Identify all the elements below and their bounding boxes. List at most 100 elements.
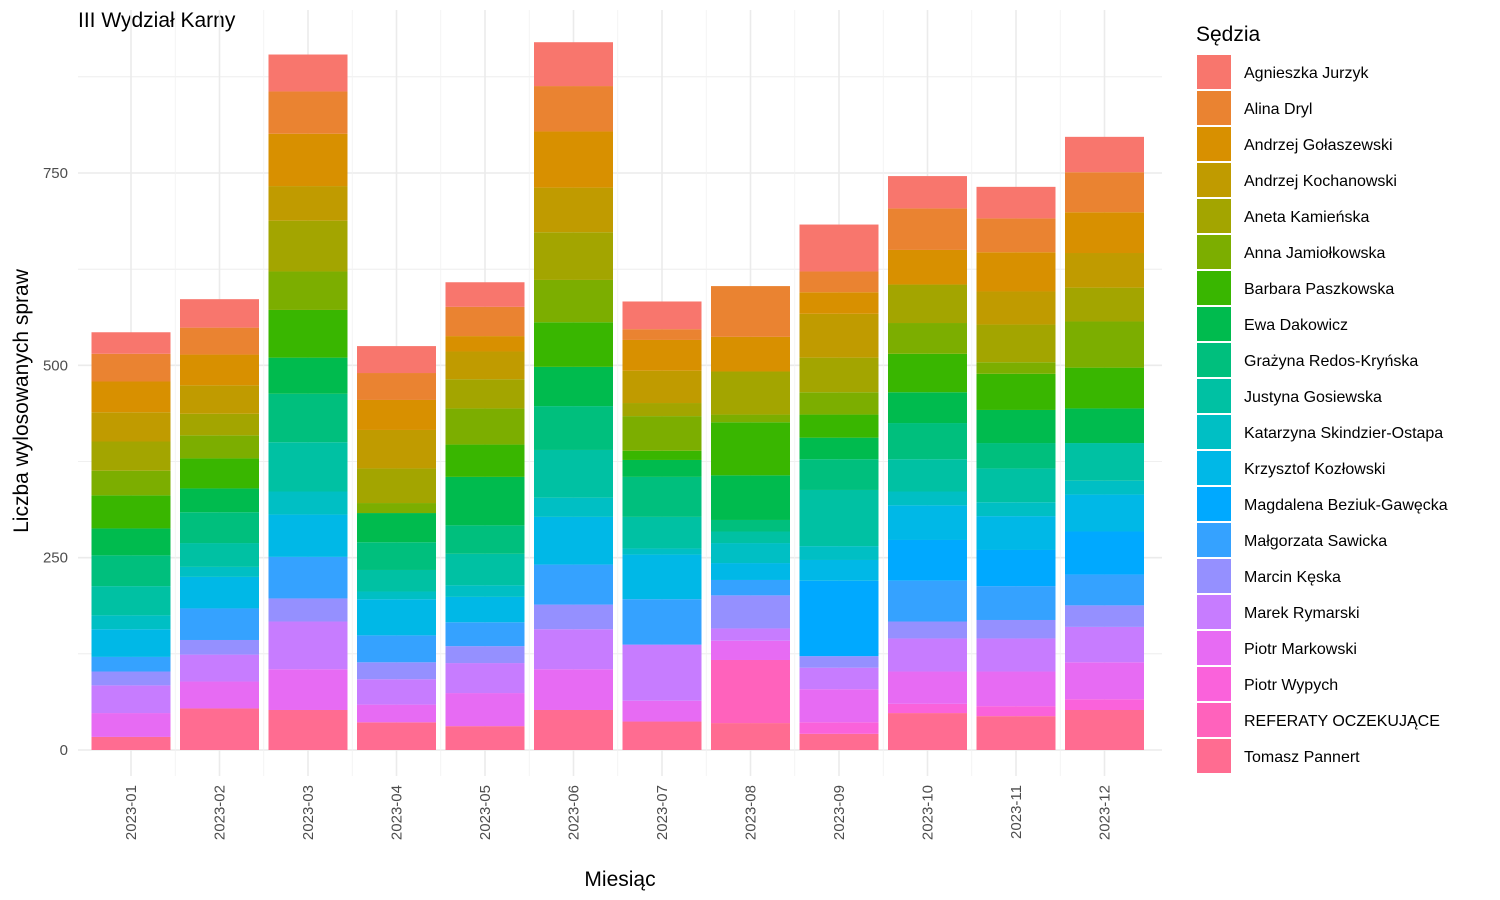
legend: Sędzia Agnieszka Jurzyk Alina Dryl Andrzej… [1196,23,1448,773]
bar-segment: Marek Rymarski 2023-10: 43 [888,638,967,672]
y-tick-label: 500 [43,357,68,374]
bar-segment: Marek Rymarski 2023-08: 16 [711,628,790,641]
bar-segment: Alina Dryl 2023-11: 44 [976,218,1056,253]
x-tick-label: 2023-03 [300,785,317,840]
legend-label: Piotr Wypych [1244,677,1338,694]
bar-segment: Anna Jamiołkowska 2023-08: 10 [711,414,790,423]
bar-segment: Marek Rymarski 2023-09: 28 [799,667,879,690]
bar-segment: Tomasz Pannert 2023-02: 54 [180,708,259,750]
bar-segment: Piotr Wypych 2023-09: 15 [799,722,879,734]
bar-segment: Marek Rymarski 2023-04: 33 [357,679,436,705]
bar-segment: Marcin Kęska 2023-05: 22 [445,646,525,664]
x-tick-label: 2023-04 [389,785,406,840]
bar-segment: Ewa Dakowicz 2023-04: 38 [357,513,436,543]
bar-segment: Alina Dryl 2023-08: 66 [711,286,790,337]
y-tick-label: 0 [60,742,68,759]
bar-segment: Marek Rymarski 2023-01: 36 [91,685,171,714]
bar-segment: Marek Rymarski 2023-05: 39 [445,663,525,694]
bar-segment: Anna Jamiołkowska 2023-05: 47 [445,408,525,445]
bar-segment: Ewa Dakowicz 2023-03: 47 [268,357,348,394]
bar-segment: Grażyna Redos-Kryńska 2023-02: 40 [180,512,259,544]
bar-segment: Grażyna Redos-Kryńska 2023-08: 15 [711,519,790,532]
bar-segment: Justyna Gosiewska 2023-03: 64 [268,442,348,492]
bar-segment: Grażyna Redos-Kryńska 2023-07: 52 [622,476,702,517]
x-tick-label: 2023-05 [477,785,494,840]
bar-segment: Andrzej Gołaszewski 2023-02: 40 [180,354,259,386]
legend-label: Małgorzata Sawicka [1244,533,1387,550]
bar-segment: Barbara Paszkowska 2023-09: 30 [799,414,879,438]
bar-segment: Marcin Kęska 2023-08: 43 [711,595,790,629]
legend-label: Marcin Kęska [1244,569,1341,586]
bar-segment: Marcin Kęska 2023-11: 24 [976,619,1056,639]
bar-segment: Andrzej Kochanowski 2023-12: 45 [1065,253,1144,288]
bar-segment: Tomasz Pannert 2023-03: 52 [268,709,348,750]
bar-segment: Magdalena Beziuk-Gawęcka 2023-11: 47 [976,549,1056,587]
bar-segment: Alina Dryl 2023-04: 35 [357,373,436,400]
bar-segment: Alina Dryl 2023-09: 27 [799,271,879,293]
bar-segment: Krzysztof Kozłowski 2023-09: 27 [799,559,879,581]
bar-segment: Marcin Kęska 2023-01: 18 [91,671,171,686]
bar-segment: Krzysztof Kozłowski 2023-02: 41 [180,576,259,609]
bar-segment: REFERATY OCZEKUJĄCE 2023-08: 82 [711,659,790,724]
bar-segment: Katarzyna Skindzier-Ostapa 2023-11: 18 [976,502,1056,517]
bar-segment: Barbara Paszkowska 2023-07: 12 [622,450,702,460]
bar-segment: Justyna Gosiewska 2023-06: 62 [534,449,613,498]
legend-label: Ewa Dakowicz [1244,317,1348,334]
legend-swatch [1197,91,1231,125]
legend-swatch [1197,199,1231,233]
bar-segment: Ewa Dakowicz 2023-05: 63 [445,476,525,526]
bar-segment: Katarzyna Skindzier-Ostapa 2023-04: 10 [357,591,436,600]
bar-segment: Andrzej Gołaszewski 2023-10: 45 [888,249,967,285]
bar-segment: Justyna Gosiewska 2023-12: 49 [1065,443,1144,481]
bar-segment: Małgorzata Sawicka 2023-01: 19 [91,656,171,672]
bar-segment: Ewa Dakowicz 2023-01: 35 [91,528,171,556]
bar-segment: Andrzej Gołaszewski 2023-11: 51 [976,252,1056,292]
bar-segment: Krzysztof Kozłowski 2023-05: 33 [445,596,525,623]
bar-segment: Barbara Paszkowska 2023-08: 69 [711,422,790,476]
legend-label: Anna Jamiołkowska [1244,245,1386,262]
y-tick-label: 250 [43,550,68,567]
legend-label: Andrzej Gołaszewski [1244,137,1393,154]
bar-segment: Marcin Kęska 2023-02: 19 [180,639,259,655]
legend-label: Grażyna Redos-Kryńska [1244,353,1418,370]
bar-segment: Aneta Kamieńska 2023-05: 38 [445,379,525,409]
bar-segment: Krzysztof Kozłowski 2023-11: 44 [976,516,1056,550]
x-tick-label: 2023-07 [654,785,671,840]
bar-segment: Grażyna Redos-Kryńska 2023-01: 40 [91,555,171,587]
bar-segment: Grażyna Redos-Kryńska 2023-03: 63 [268,393,348,443]
bar-segment: Andrzej Gołaszewski 2023-03: 68 [268,133,348,187]
bar-segment: Ewa Dakowicz 2023-08: 58 [711,475,790,520]
legend-title: Sędzia [1196,23,1261,46]
bar-segment: Tomasz Pannert 2023-09: 21 [799,733,879,750]
x-axis-ticks: 2023-01 2023-02 2023-03 2023-04 2023-05 2023-… [123,785,1114,840]
bar-segment: Katarzyna Skindzier-Ostapa 2023-03: 30 [268,491,348,515]
bar-segment: Piotr Markowski 2023-04: 23 [357,704,436,723]
legend-label: Katarzyna Skindzier-Ostapa [1244,425,1443,442]
bar-segment: Barbara Paszkowska 2023-06: 58 [534,322,613,367]
bar-segment: Katarzyna Skindzier-Ostapa 2023-07: 8 [622,548,702,555]
bar-segment: Alina Dryl 2023-10: 54 [888,208,967,250]
bar-segment: Tomasz Pannert 2023-04: 36 [357,722,436,750]
bar-segment: Piotr Markowski 2023-03: 53 [268,669,348,710]
bar-segment: Ewa Dakowicz 2023-02: 31 [180,488,259,513]
legend-label: Tomasz Pannert [1244,749,1360,766]
bar-segment: Krzysztof Kozłowski 2023-08: 22 [711,563,790,580]
bar-segment: Anna Jamiołkowska 2023-03: 50 [268,271,348,310]
bar-segment: Piotr Markowski 2023-10: 42 [888,671,967,704]
bar-segment: Katarzyna Skindzier-Ostapa 2023-06: 25 [534,497,613,517]
legend-label: Magdalena Beziuk-Gawęcka [1244,497,1448,514]
legend-swatch [1197,55,1231,89]
bar-segment: Anna Jamiołkowska 2023-01: 32 [91,470,171,496]
bar-segment: Tomasz Pannert 2023-05: 31 [445,726,525,750]
bar-segment: Justyna Gosiewska 2023-02: 31 [180,543,259,567]
bar-segment: Andrzej Gołaszewski 2023-01: 40 [91,381,171,413]
legend-label: REFERATY OCZEKUJĄCE [1244,713,1440,730]
bar-segment: Małgorzata Sawicka 2023-10: 53 [888,580,967,622]
bar-segment: Andrzej Gołaszewski 2023-04: 39 [357,399,436,430]
bar-segment: Magdalena Beziuk-Gawęcka 2023-12: 56 [1065,531,1144,575]
bar-segment: Marcin Kęska 2023-10: 22 [888,621,967,639]
legend-swatch [1197,163,1231,197]
bar-segment: Alina Dryl 2023-06: 59 [534,86,613,132]
bar-segment: Anna Jamiołkowska 2023-04: 13 [357,503,436,514]
bar-segment: Anna Jamiołkowska 2023-07: 45 [622,416,702,451]
